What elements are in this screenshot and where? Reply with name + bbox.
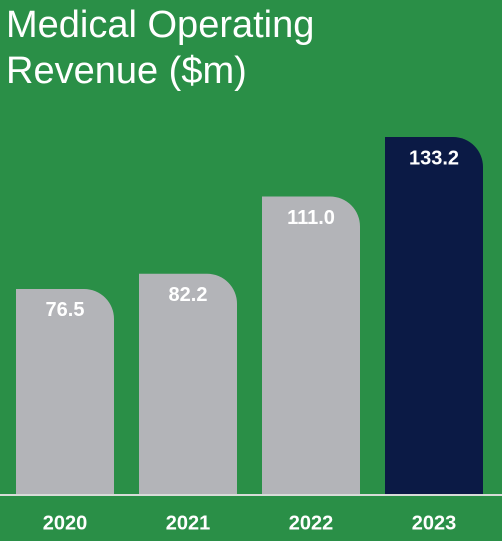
data-label: 82.2 bbox=[169, 284, 208, 306]
x-tick-label: 2022 bbox=[289, 512, 334, 534]
x-tick-label: 2021 bbox=[166, 512, 211, 534]
chart-title: Medical Operating Revenue ($m) bbox=[6, 4, 315, 92]
bar bbox=[16, 288, 114, 494]
data-label: 111.0 bbox=[287, 207, 335, 229]
data-label: 76.5 bbox=[46, 299, 85, 321]
x-tick-label: 2020 bbox=[43, 512, 88, 534]
x-tick-label: 2023 bbox=[412, 512, 457, 534]
bar bbox=[139, 273, 237, 494]
bar bbox=[262, 196, 360, 494]
bar bbox=[385, 137, 483, 494]
data-label: 133.2 bbox=[409, 147, 459, 169]
